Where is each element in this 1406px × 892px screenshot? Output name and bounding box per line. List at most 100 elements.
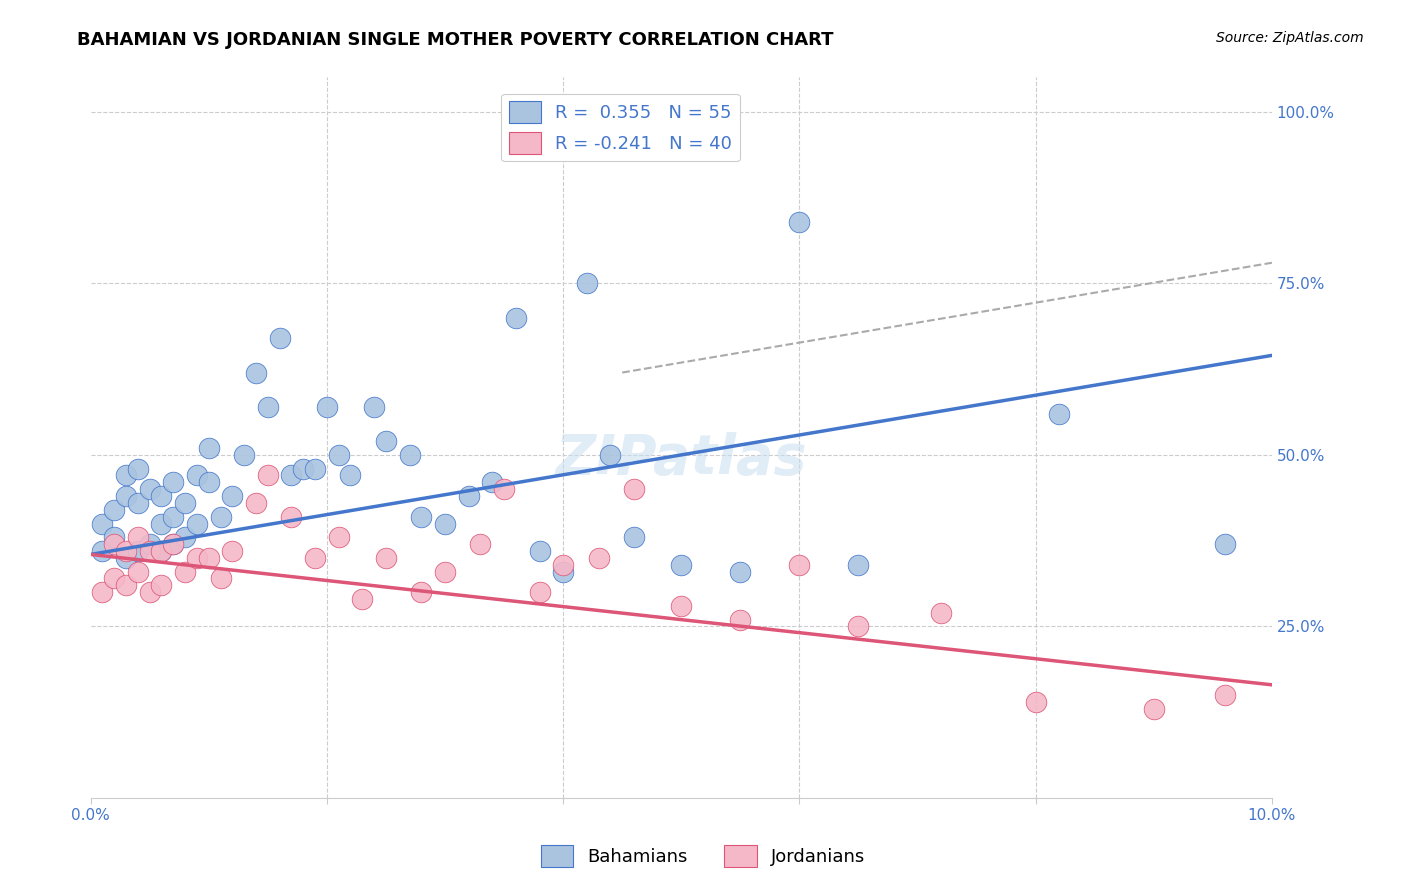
Point	[221, 544, 243, 558]
Point	[280, 468, 302, 483]
Point	[398, 448, 420, 462]
Point	[127, 544, 149, 558]
Point	[91, 516, 114, 531]
Point	[91, 585, 114, 599]
Point	[221, 489, 243, 503]
Point	[91, 544, 114, 558]
Point	[103, 530, 125, 544]
Point	[304, 461, 326, 475]
Point	[197, 441, 219, 455]
Point	[730, 565, 752, 579]
Point	[103, 571, 125, 585]
Point	[162, 509, 184, 524]
Point	[434, 516, 457, 531]
Point	[315, 400, 337, 414]
Point	[186, 550, 208, 565]
Point	[138, 537, 160, 551]
Point	[245, 496, 267, 510]
Point	[256, 400, 278, 414]
Point	[138, 482, 160, 496]
Point	[848, 558, 870, 572]
Point	[553, 565, 575, 579]
Point	[269, 331, 291, 345]
Point	[245, 366, 267, 380]
Point	[103, 537, 125, 551]
Point	[233, 448, 256, 462]
Point	[1143, 702, 1166, 716]
Point	[374, 434, 396, 449]
Point	[162, 475, 184, 490]
Text: BAHAMIAN VS JORDANIAN SINGLE MOTHER POVERTY CORRELATION CHART: BAHAMIAN VS JORDANIAN SINGLE MOTHER POVE…	[77, 31, 834, 49]
Point	[730, 613, 752, 627]
Point	[304, 550, 326, 565]
Point	[127, 565, 149, 579]
Point	[256, 468, 278, 483]
Point	[174, 496, 197, 510]
Point	[671, 558, 693, 572]
Point	[197, 550, 219, 565]
Legend: R =  0.355   N = 55, R = -0.241   N = 40: R = 0.355 N = 55, R = -0.241 N = 40	[502, 94, 740, 161]
Point	[505, 310, 527, 325]
Point	[352, 592, 374, 607]
Point	[150, 516, 173, 531]
Point	[671, 599, 693, 613]
Point	[363, 400, 385, 414]
Text: ZIPatlas: ZIPatlas	[555, 433, 807, 486]
Point	[150, 544, 173, 558]
Point	[138, 585, 160, 599]
Point	[411, 585, 433, 599]
Point	[186, 468, 208, 483]
Point	[1025, 695, 1047, 709]
Point	[529, 544, 551, 558]
Text: Source: ZipAtlas.com: Source: ZipAtlas.com	[1216, 31, 1364, 45]
Point	[328, 530, 350, 544]
Point	[127, 530, 149, 544]
Point	[575, 277, 598, 291]
Point	[280, 509, 302, 524]
Point	[186, 516, 208, 531]
Point	[1047, 407, 1070, 421]
Point	[789, 558, 811, 572]
Point	[209, 509, 232, 524]
Point	[553, 558, 575, 572]
Point	[162, 537, 184, 551]
Point	[174, 530, 197, 544]
Point	[127, 496, 149, 510]
Point	[789, 214, 811, 228]
Point	[374, 550, 396, 565]
Point	[848, 619, 870, 633]
Point	[623, 530, 645, 544]
Point	[150, 578, 173, 592]
Point	[434, 565, 457, 579]
Legend: Bahamians, Jordanians: Bahamians, Jordanians	[533, 838, 873, 874]
Point	[328, 448, 350, 462]
Point	[339, 468, 361, 483]
Point	[115, 578, 138, 592]
Point	[411, 509, 433, 524]
Point	[623, 482, 645, 496]
Point	[115, 468, 138, 483]
Point	[481, 475, 503, 490]
Point	[494, 482, 516, 496]
Point	[588, 550, 610, 565]
Point	[457, 489, 479, 503]
Point	[1213, 688, 1236, 702]
Point	[529, 585, 551, 599]
Point	[929, 606, 952, 620]
Point	[103, 503, 125, 517]
Point	[138, 544, 160, 558]
Point	[115, 550, 138, 565]
Point	[174, 565, 197, 579]
Point	[150, 544, 173, 558]
Point	[209, 571, 232, 585]
Point	[1213, 537, 1236, 551]
Point	[292, 461, 315, 475]
Point	[470, 537, 492, 551]
Point	[115, 544, 138, 558]
Point	[162, 537, 184, 551]
Point	[115, 489, 138, 503]
Point	[599, 448, 621, 462]
Point	[127, 461, 149, 475]
Point	[150, 489, 173, 503]
Point	[197, 475, 219, 490]
